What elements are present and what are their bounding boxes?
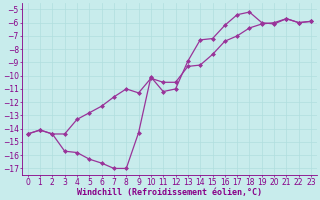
X-axis label: Windchill (Refroidissement éolien,°C): Windchill (Refroidissement éolien,°C) bbox=[77, 188, 262, 197]
